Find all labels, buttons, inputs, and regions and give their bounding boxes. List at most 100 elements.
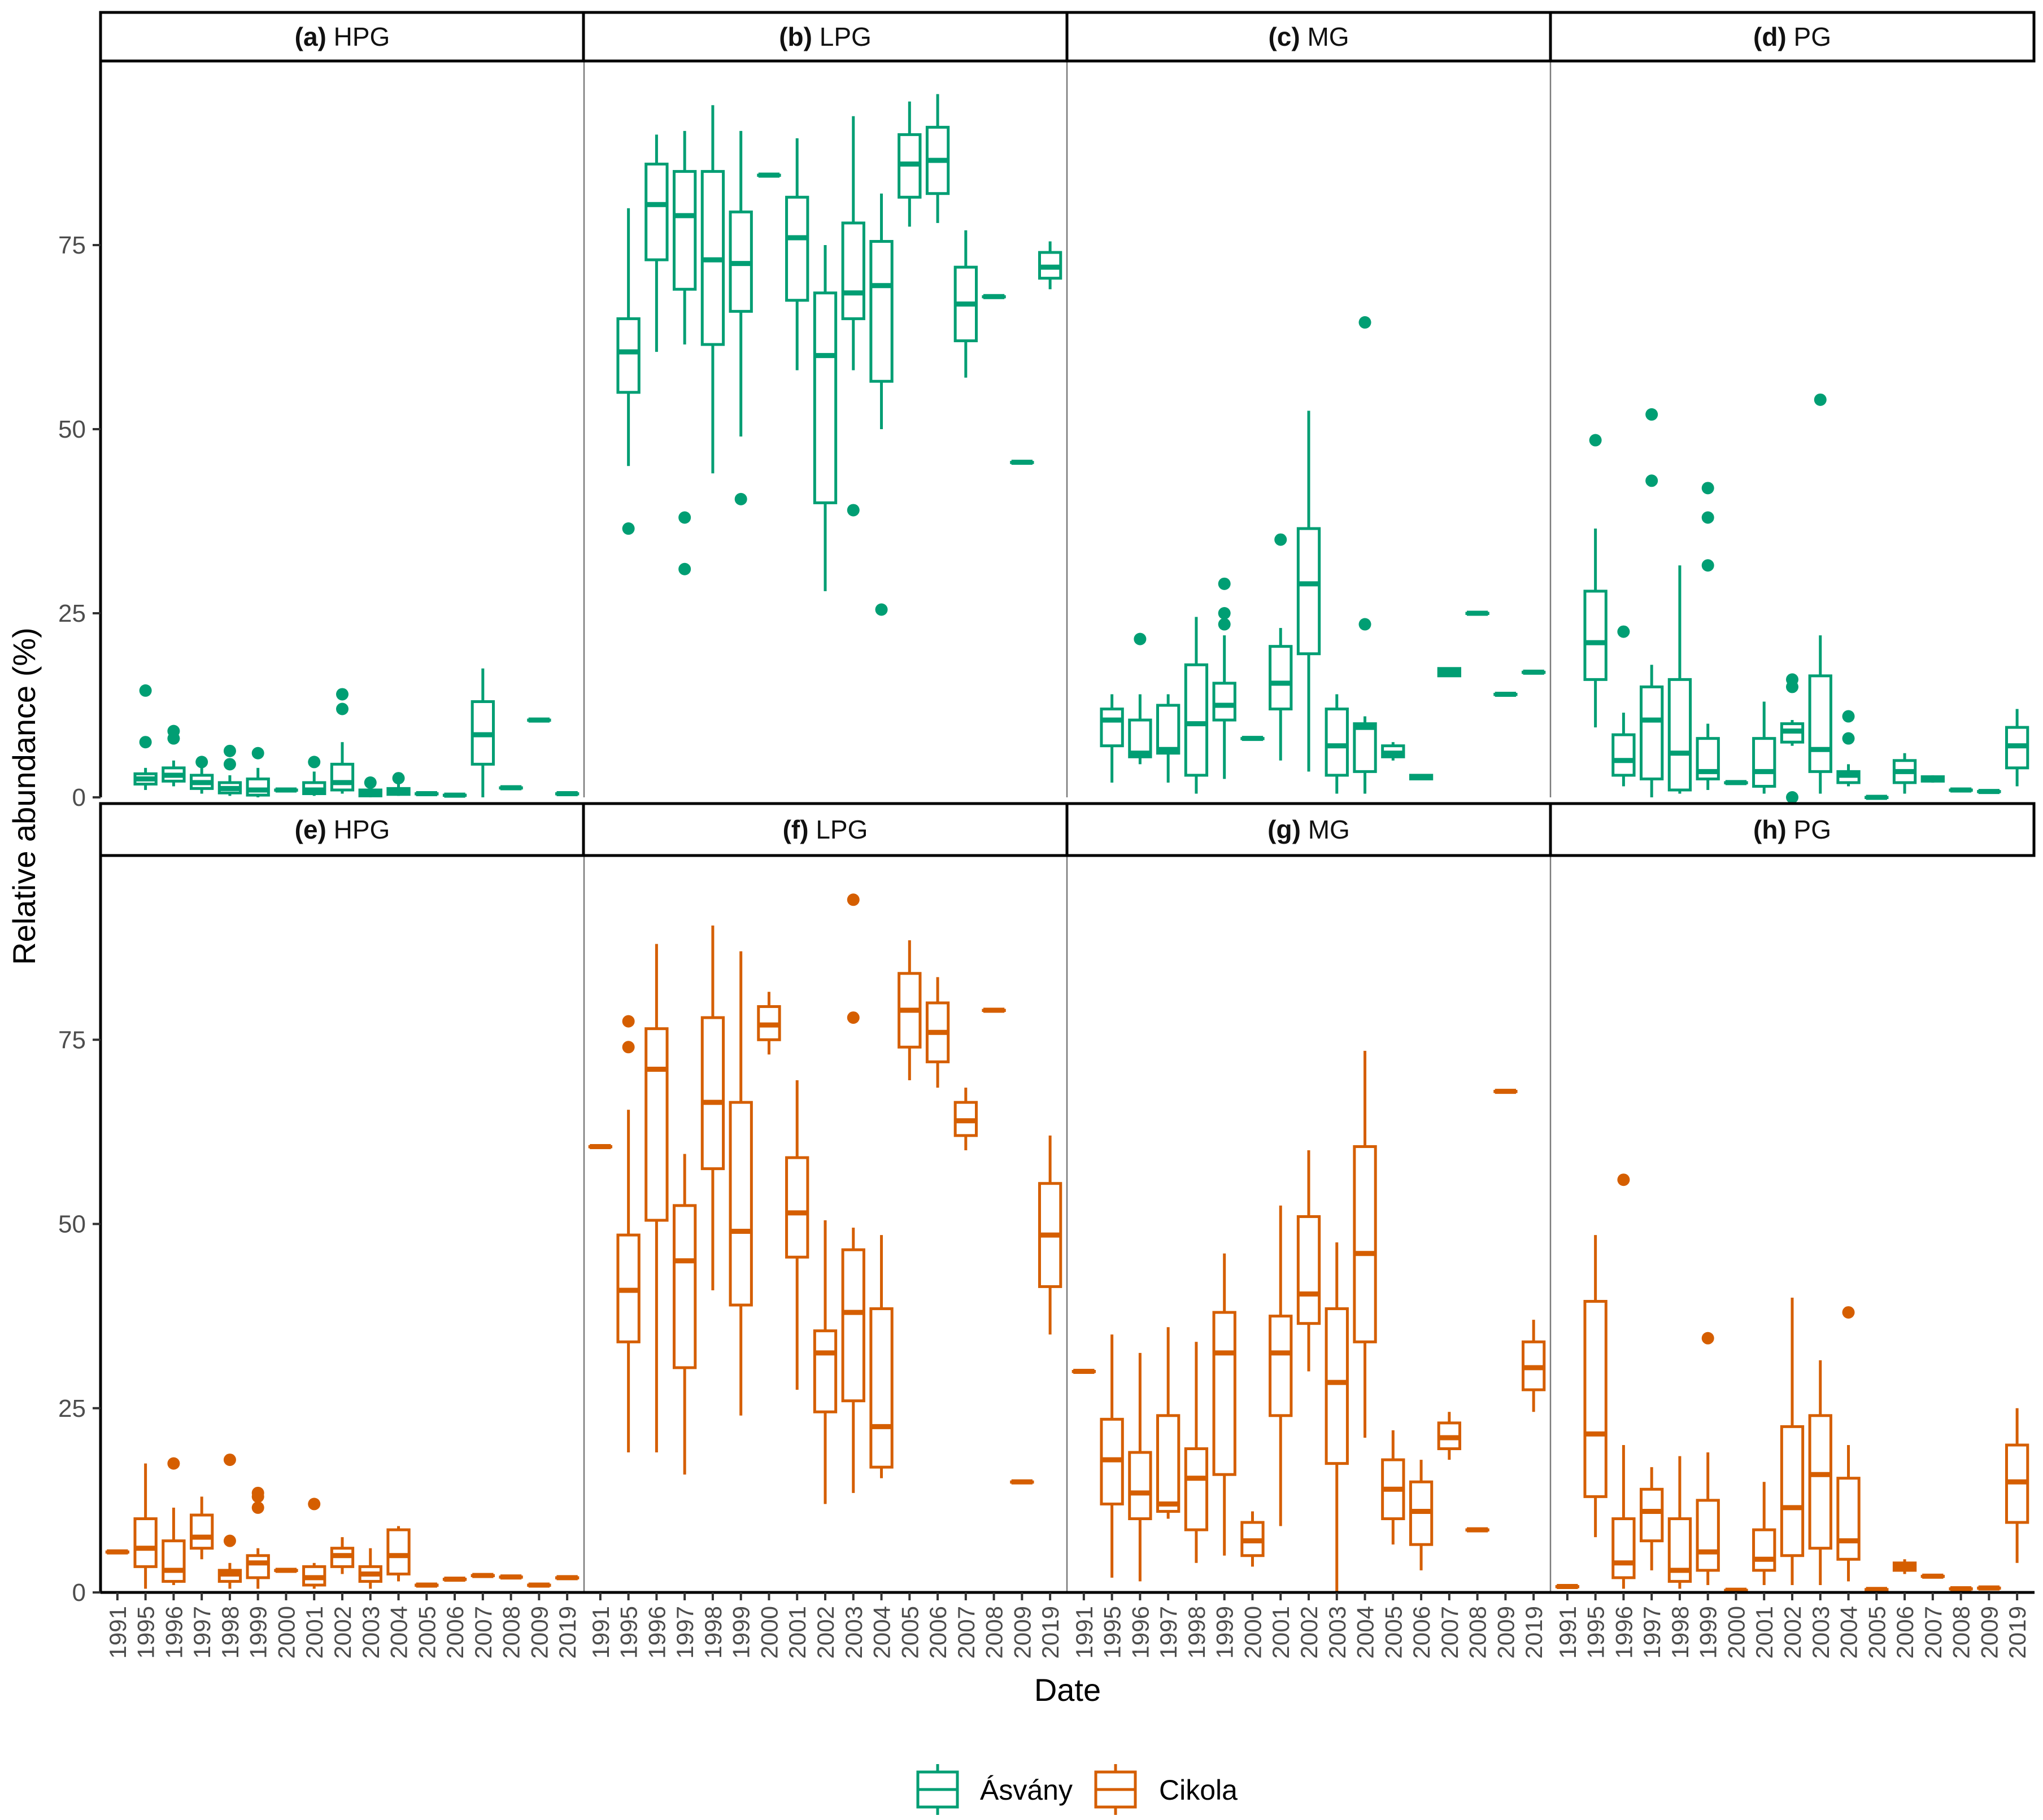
outlier-point bbox=[1645, 408, 1658, 421]
strip-letter-h: (h) bbox=[1753, 815, 1787, 844]
box-iqr bbox=[644, 163, 669, 261]
box-e-1999 bbox=[246, 1486, 270, 1589]
strip-label-b: (b) LPG bbox=[779, 22, 872, 51]
strip-f bbox=[582, 802, 1069, 857]
box-g-1997 bbox=[1156, 1327, 1181, 1519]
outlier-point bbox=[336, 688, 349, 701]
box-h-2003 bbox=[1808, 1360, 1832, 1585]
box-e-2006 bbox=[442, 1577, 467, 1582]
x-tick-label: 1999 bbox=[728, 1606, 755, 1658]
y-axis-row-1: 0 25 50 75 bbox=[58, 61, 102, 811]
outlier-point bbox=[1701, 1332, 1714, 1345]
box-iqr bbox=[1640, 685, 1664, 780]
x-tick-label: 2000 bbox=[273, 1606, 299, 1658]
box-d-2008 bbox=[1949, 787, 1973, 793]
box-e-2004 bbox=[386, 1526, 411, 1582]
box-a-2005 bbox=[415, 791, 439, 796]
box-d-2006 bbox=[1892, 753, 1917, 794]
box-iqr bbox=[133, 1517, 158, 1568]
x-axis-title: Date bbox=[1034, 1672, 1101, 1708]
y-tick-label: 75 bbox=[58, 1026, 86, 1054]
box-e-2008 bbox=[499, 1574, 523, 1580]
panel-d: (d) PG bbox=[1549, 11, 2036, 804]
outlier-point bbox=[1218, 618, 1231, 631]
x-tick-label: 1997 bbox=[1639, 1606, 1665, 1658]
box-iqr bbox=[1156, 704, 1181, 755]
box-iqr bbox=[1128, 1451, 1152, 1521]
outlier-point bbox=[1814, 393, 1827, 406]
x-tick-label: 2004 bbox=[1352, 1606, 1379, 1658]
box-e-1995 bbox=[133, 1463, 158, 1589]
x-tick-label: 1995 bbox=[1099, 1606, 1126, 1658]
outlier-point bbox=[1218, 577, 1231, 590]
box-f-1998 bbox=[700, 925, 725, 1290]
strip-e bbox=[99, 802, 586, 857]
strip-label-c: (c) MG bbox=[1268, 22, 1349, 51]
outlier-point bbox=[364, 776, 377, 789]
x-tick-label: 2005 bbox=[1863, 1606, 1890, 1658]
box-iqr bbox=[1269, 645, 1293, 711]
box-b-2003 bbox=[841, 116, 865, 517]
box-g-2004 bbox=[1353, 1050, 1377, 1438]
x-tick-label: 2005 bbox=[413, 1606, 440, 1658]
box-h-2002 bbox=[1780, 1298, 1805, 1585]
panel-h: (h) PG bbox=[1549, 802, 2036, 1593]
x-tick-label: 1996 bbox=[643, 1606, 670, 1658]
box-e-1998 bbox=[217, 1454, 242, 1589]
outlier-point bbox=[223, 1534, 236, 1547]
box-iqr bbox=[1640, 1487, 1664, 1543]
x-tick-label: 2003 bbox=[1807, 1606, 1834, 1658]
box-b-1999 bbox=[729, 130, 753, 505]
box-d-2001 bbox=[1752, 701, 1776, 794]
box-c-1997 bbox=[1156, 694, 1181, 783]
x-tick-label: 2007 bbox=[1436, 1606, 1463, 1658]
strip-label-g: (g) MG bbox=[1267, 815, 1350, 844]
box-b-2005 bbox=[898, 101, 922, 227]
x-tick-label: 1998 bbox=[1667, 1606, 1693, 1658]
box-a-2001 bbox=[302, 756, 326, 796]
box-iqr bbox=[1808, 1414, 1832, 1550]
x-tick-label: 1998 bbox=[700, 1606, 726, 1658]
strip-letter-c: (c) bbox=[1268, 22, 1300, 51]
box-iqr bbox=[813, 291, 838, 504]
x-tick-label: 2008 bbox=[981, 1606, 1008, 1658]
x-tick-label: 2007 bbox=[470, 1606, 496, 1658]
box-f-2002 bbox=[813, 1220, 838, 1504]
strip-name-e: HPG bbox=[326, 815, 390, 844]
panel-b: (b) LPG bbox=[582, 11, 1069, 797]
box-iqr bbox=[616, 317, 641, 394]
box-f-2008 bbox=[982, 1007, 1006, 1013]
outlier-point bbox=[847, 504, 860, 517]
box-iqr bbox=[1100, 708, 1124, 748]
strip-letter-b: (b) bbox=[779, 22, 812, 51]
box-e-2003 bbox=[358, 1548, 382, 1589]
box-iqr bbox=[1212, 682, 1236, 722]
x-tick-label: 2008 bbox=[498, 1606, 525, 1658]
box-iqr bbox=[785, 195, 809, 302]
y-axis-row-2: 0 25 50 75 bbox=[58, 856, 102, 1607]
panel-a: (a) HPG bbox=[99, 11, 586, 798]
x-tick-label: 1999 bbox=[1695, 1606, 1722, 1658]
box-g-2006 bbox=[1409, 1460, 1434, 1570]
x-tick-label: 1995 bbox=[1583, 1606, 1609, 1658]
box-b-1997 bbox=[673, 130, 697, 575]
strip-label-a: (a) HPG bbox=[295, 22, 390, 51]
box-h-1997 bbox=[1640, 1467, 1664, 1570]
outlier-point bbox=[139, 736, 152, 749]
box-e-2009 bbox=[527, 1582, 551, 1588]
x-tick-label: 1997 bbox=[1155, 1606, 1182, 1658]
box-c-1999 bbox=[1212, 577, 1236, 779]
outlier-point bbox=[167, 724, 180, 737]
box-d-1995 bbox=[1583, 434, 1608, 728]
y-tick-label: 75 bbox=[58, 232, 86, 259]
box-f-2000 bbox=[757, 992, 781, 1055]
box-iqr bbox=[1752, 737, 1776, 788]
x-tick-label: 2019 bbox=[1521, 1606, 1547, 1658]
outlier-point bbox=[195, 756, 208, 769]
box-a-1997 bbox=[190, 756, 214, 794]
box-iqr bbox=[1269, 1315, 1293, 1417]
y-tick-label: 0 bbox=[72, 784, 86, 811]
x-tick-label: 1991 bbox=[1554, 1606, 1581, 1658]
x-tick-label: 2002 bbox=[329, 1606, 356, 1658]
